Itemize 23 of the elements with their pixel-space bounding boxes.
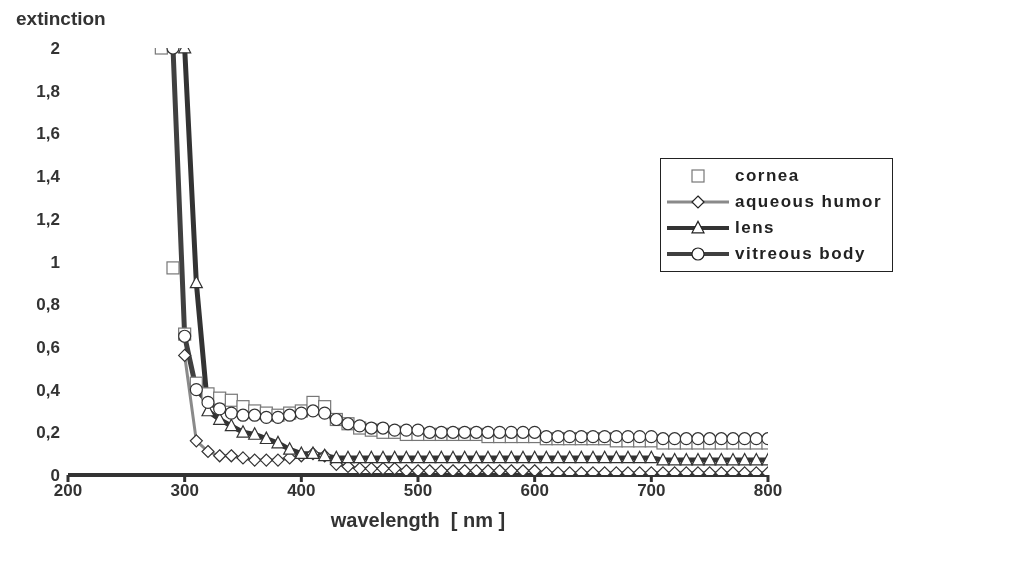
y-tick-label: 1,4 xyxy=(36,167,61,187)
x-tick-label: 300 xyxy=(170,481,199,501)
x-tick-label: 200 xyxy=(53,481,83,501)
x-tick-label: 500 xyxy=(403,481,433,501)
legend-label: lens xyxy=(734,218,776,238)
y-tick-label: 1,8 xyxy=(36,81,60,101)
y-tick-label: 1,6 xyxy=(36,124,60,144)
y-tick-label: 0,4 xyxy=(36,380,61,400)
y-tick-label: 1,2 xyxy=(36,209,60,229)
x-axis-title: wavelength [ nm ] xyxy=(329,509,506,531)
x-tick-label: 600 xyxy=(520,481,549,501)
legend-label: cornea xyxy=(734,166,800,186)
y-tick-label: 1 xyxy=(50,252,60,272)
y-tick-label: 0,8 xyxy=(36,295,60,315)
x-tick-label: 800 xyxy=(753,481,783,501)
y-tick-label: 0,6 xyxy=(36,337,60,357)
y-tick-label: 0,2 xyxy=(36,423,60,443)
legend-label: aqueous humor xyxy=(734,192,882,212)
y-axis-title: extinction xyxy=(16,8,106,30)
legend-label: vitreous body xyxy=(734,244,866,264)
y-tick-label: 2 xyxy=(50,39,60,59)
x-tick-label: 700 xyxy=(637,481,666,501)
x-tick-label: 400 xyxy=(287,481,316,501)
